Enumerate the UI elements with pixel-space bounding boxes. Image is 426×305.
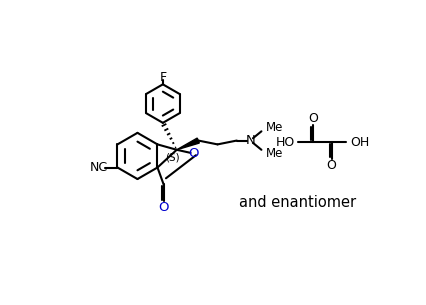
Text: F: F — [159, 71, 167, 84]
Text: O: O — [308, 113, 318, 125]
Text: and enantiomer: and enantiomer — [239, 195, 356, 210]
Text: HO: HO — [275, 136, 294, 149]
Polygon shape — [177, 138, 199, 150]
Text: Me: Me — [266, 147, 283, 160]
Text: O: O — [327, 159, 337, 172]
Text: NC: NC — [90, 161, 108, 174]
Text: O: O — [158, 201, 169, 214]
Text: OH: OH — [350, 136, 369, 149]
Text: (S): (S) — [165, 152, 179, 163]
Text: O: O — [188, 147, 199, 160]
Text: Me: Me — [266, 121, 283, 134]
Text: N: N — [246, 134, 256, 147]
